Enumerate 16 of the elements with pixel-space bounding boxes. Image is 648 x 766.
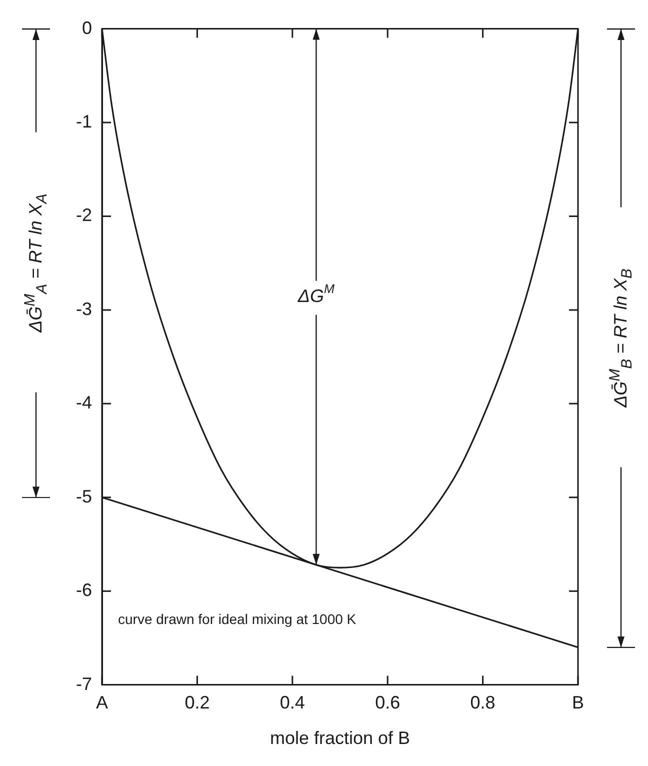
y-tick-label: -7 xyxy=(76,674,92,694)
y-tick-label: 0 xyxy=(82,18,92,38)
x-tick-label: 0.8 xyxy=(470,692,496,713)
y-tick-label: -6 xyxy=(76,580,92,600)
y-tick-label: -1 xyxy=(76,111,92,132)
x-tick-label: B xyxy=(572,692,584,713)
y-tick-label: -4 xyxy=(76,392,92,413)
annotation: curve drawn for ideal mixing at 1000 K xyxy=(118,610,357,627)
y-tick-label: -2 xyxy=(76,205,92,226)
x-tick-label: 0.6 xyxy=(375,692,400,713)
x-tick-label: 0.4 xyxy=(280,692,305,713)
x-tick-label: A xyxy=(96,692,108,713)
y-tick-label: -5 xyxy=(76,486,92,506)
x-axis-title: mole fraction of B xyxy=(270,728,410,748)
x-tick-label: 0.2 xyxy=(184,692,210,713)
y-tick-label: -3 xyxy=(76,298,92,319)
